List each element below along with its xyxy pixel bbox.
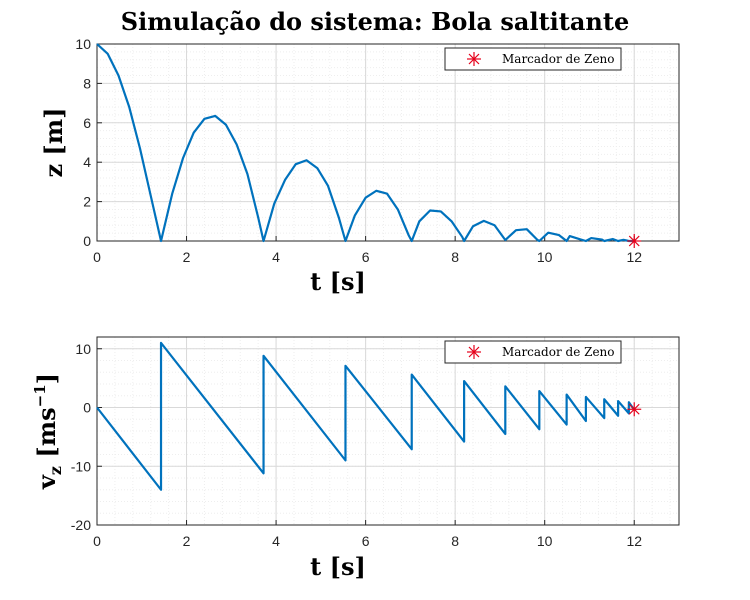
y-tick-label: 2 [83,194,91,210]
zeno-marker-stroke [628,403,640,415]
x-tick-label: 10 [537,249,553,265]
x-tick-label: 0 [93,533,101,549]
axes-box [96,43,680,242]
y-tick-label: 10 [75,36,91,52]
x-tick-label: 0 [93,249,101,265]
legend-box [444,340,622,364]
zeno-marker-stroke [468,346,480,358]
y-axis-label: vz [ms−1] [31,373,65,490]
zeno-marker-stroke [468,53,480,65]
y-tick-label: 4 [83,154,91,170]
x-tick-label: 2 [183,249,191,265]
series-line [96,43,635,243]
x-tick-label: 2 [183,533,191,549]
x-axis-label: t [s] [310,552,366,581]
position-plot: 0 2 4 6 8 10 12 0 2 4 6 8 10 t [s] z [m] Marcador de Ze… [39,36,680,296]
y-tick-label: 8 [83,75,91,91]
x-tick-label: 4 [272,533,280,549]
y-tick-label: 10 [75,341,91,357]
x-tick-label: 10 [537,533,553,549]
x-tick-label: 12 [626,249,642,265]
x-tick-label: 8 [451,249,459,265]
y-tick-label: -10 [71,458,91,474]
x-tick-label: 6 [362,249,370,265]
y-tick-label: 6 [83,115,91,131]
velocity-plot: 0 2 4 6 8 10 12 -20 -10 0 10 t [s] vz [ms−1] Marcador… [31,336,680,581]
series-line [96,341,636,491]
y-axis-label: z [m] [39,107,68,177]
y-tick-label: 0 [83,400,91,416]
x-tick-label: 8 [451,533,459,549]
x-tick-label: 12 [626,533,642,549]
legend-box [444,47,622,71]
legend-label: Marcador de Zeno [502,52,615,66]
x-tick-label: 6 [362,533,370,549]
x-tick-label: 4 [272,249,280,265]
axes-box [96,336,680,526]
legend-label: Marcador de Zeno [502,345,615,359]
y-tick-label: -20 [71,517,91,533]
zeno-marker-stroke [628,235,640,247]
y-tick-label: 0 [83,233,91,249]
x-axis-label: t [s] [310,267,366,296]
figure-title: Simulação do sistema: Bola saltitante [121,7,629,36]
